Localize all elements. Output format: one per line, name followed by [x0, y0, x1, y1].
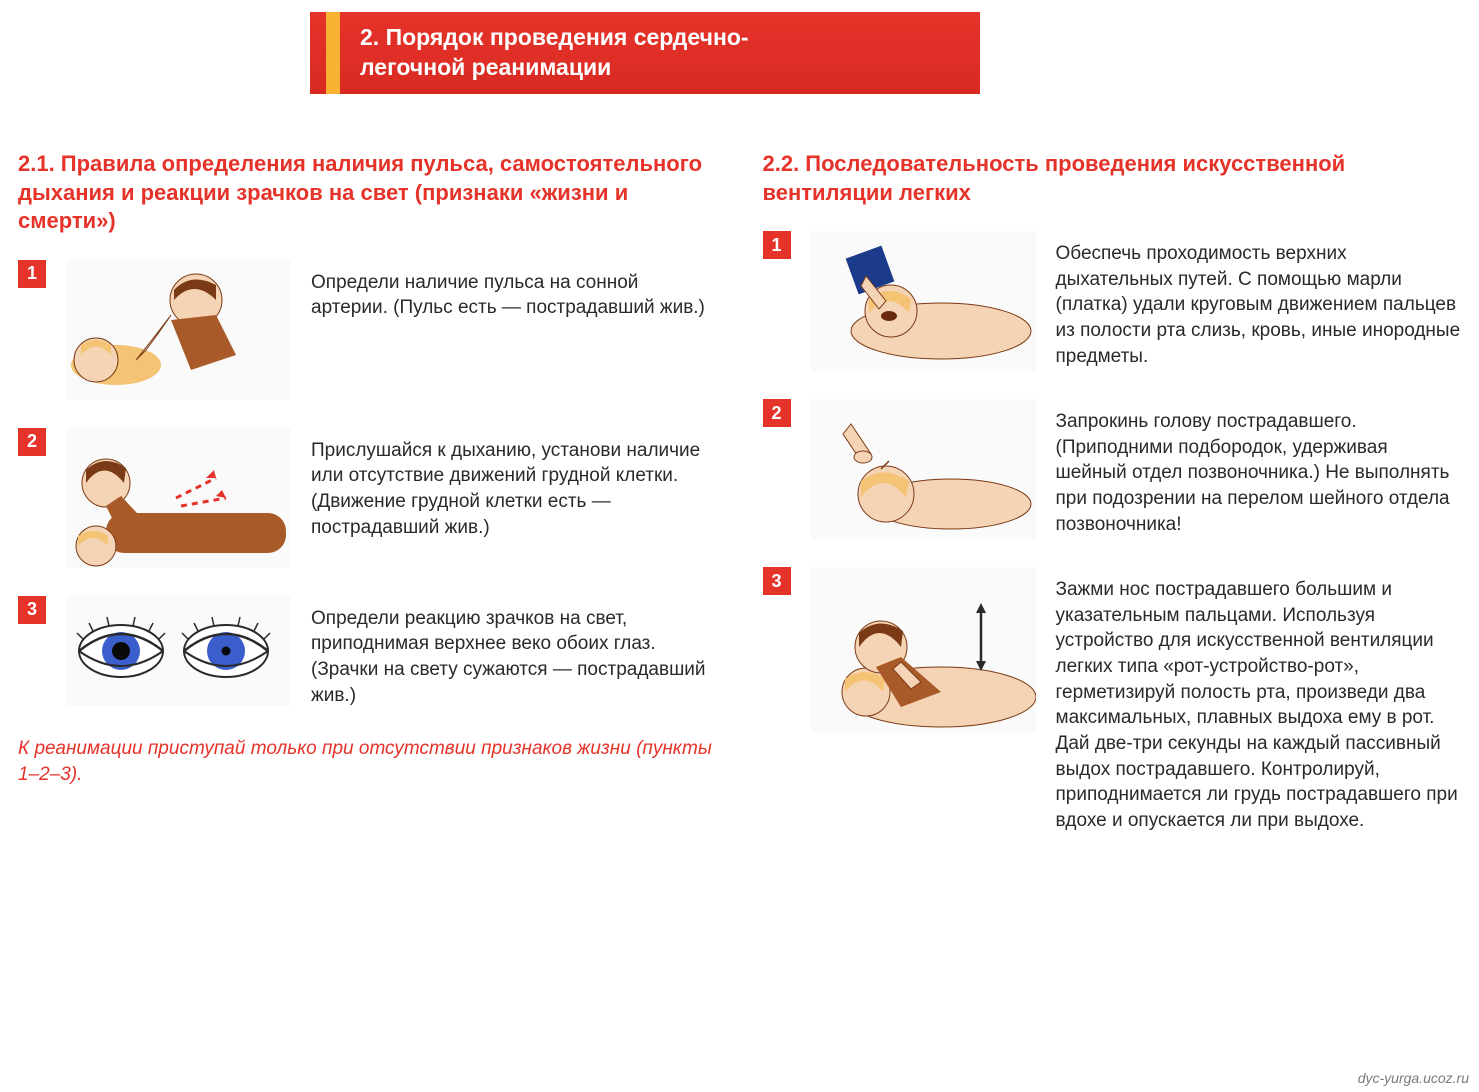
- left-footnote: К реанимации приступай только при отсутс…: [18, 736, 717, 787]
- header-title: 2. Порядок проведения сердечно- легочной…: [360, 23, 749, 83]
- eyes-illustration: [66, 596, 291, 706]
- right-step-1: 1 Обеспечь проходимость верхних дыхатель…: [763, 231, 1462, 371]
- step-number: 2: [18, 428, 46, 456]
- breathing-check-illustration: [66, 428, 291, 568]
- header-line1: 2. Порядок проведения сердечно-: [360, 24, 749, 50]
- left-step-1: 1 Определи наличие пульса на сонной арте…: [18, 260, 717, 400]
- watermark: dyc-yurga.ucoz.ru: [1358, 1070, 1469, 1086]
- right-step-2: 2 Запрокинь голову пострадавшего. (Припо…: [763, 399, 1462, 539]
- right-column: 2.2. Последовательность проведения искус…: [755, 150, 1470, 1082]
- step-number: 1: [18, 260, 46, 288]
- left-column: 2.1. Правила определения наличия пульса,…: [10, 150, 725, 1082]
- left-step-3: 3: [18, 596, 717, 709]
- step-text: Зажми нос пострадавшего большим и указат…: [1056, 567, 1462, 833]
- right-step-3: 3 Зажми нос пострадавшего большим и указ…: [763, 567, 1462, 833]
- step-number: 1: [763, 231, 791, 259]
- section-2-2-title: 2.2. Последовательность проведения искус…: [763, 150, 1462, 207]
- tilt-head-illustration: [811, 399, 1036, 539]
- pulse-check-illustration: [66, 260, 291, 400]
- header-line2: легочной реанимации: [360, 54, 611, 80]
- step-text: Определи наличие пульса на сонной артери…: [311, 260, 717, 321]
- step-text: Прислушайся к дыханию, установи наличие …: [311, 428, 717, 541]
- clear-airway-illustration: [811, 231, 1036, 371]
- header-banner: 2. Порядок проведения сердечно- легочной…: [310, 12, 980, 94]
- step-number: 3: [763, 567, 791, 595]
- step-text: Запрокинь голову пострадавшего. (Приподн…: [1056, 399, 1462, 537]
- content-columns: 2.1. Правила определения наличия пульса,…: [10, 150, 1469, 1082]
- left-step-2: 2 Прислушайся к дыханию, установи наличи…: [18, 428, 717, 568]
- section-2-1-title: 2.1. Правила определения наличия пульса,…: [18, 150, 717, 236]
- step-number: 3: [18, 596, 46, 624]
- step-text: Определи реакцию зрачков на свет, припод…: [311, 596, 717, 709]
- step-text: Обеспечь проходимость верхних дыхательны…: [1056, 231, 1462, 369]
- mouth-to-mouth-illustration: [811, 567, 1036, 732]
- step-number: 2: [763, 399, 791, 427]
